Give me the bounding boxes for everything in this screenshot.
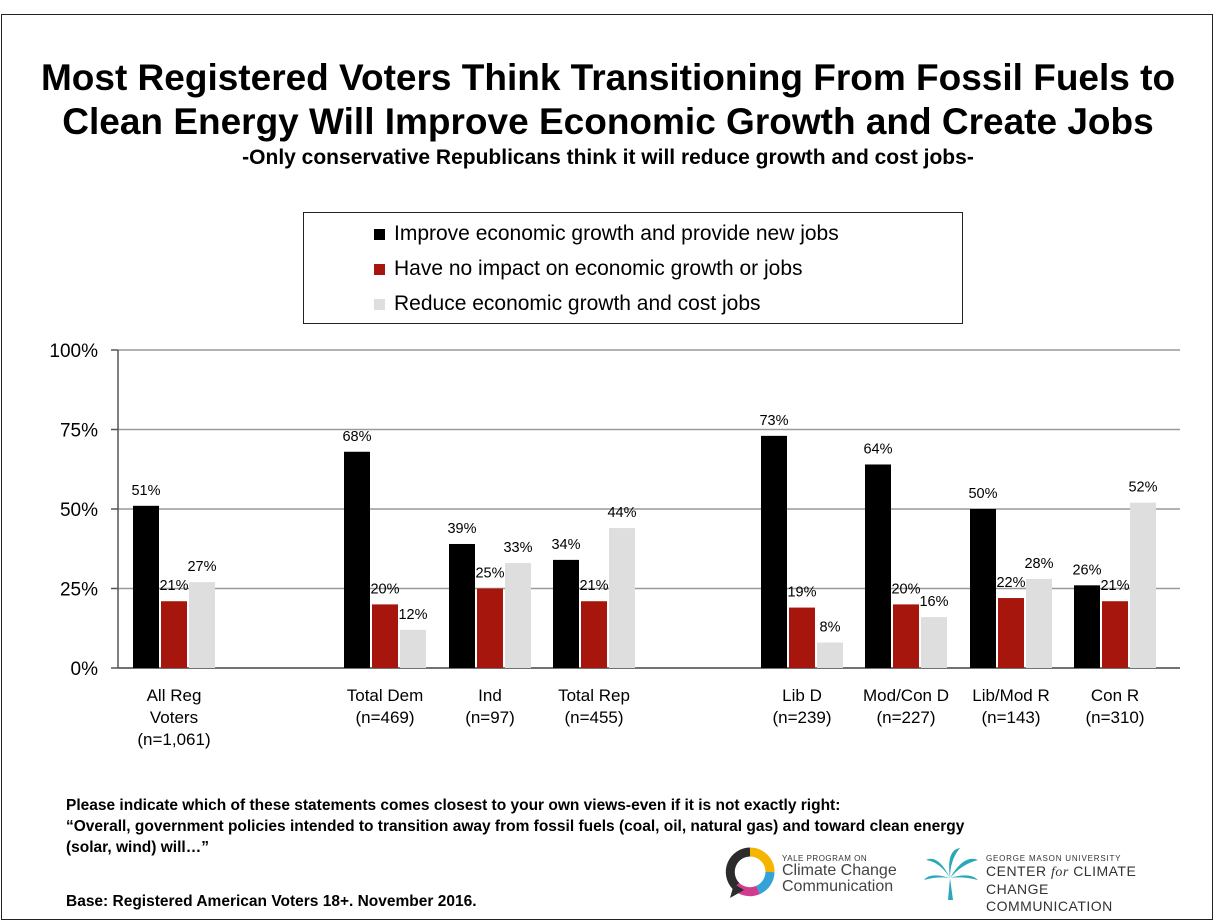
data-label: 73% (759, 413, 788, 429)
yale-logo-line-2: Communication (782, 879, 897, 895)
x-tick-label: Con R (1091, 686, 1139, 705)
bar (1102, 601, 1128, 668)
question-line-2: “Overall, government policies intended t… (66, 816, 1166, 837)
gmu-logo-line-1: CENTER for CLIMATE CHANGE (986, 863, 1200, 898)
bar (970, 509, 996, 668)
gmu-logo-small: GEORGE MASON UNIVERSITY (986, 854, 1200, 863)
y-tick-label: 100% (49, 341, 98, 362)
bar (789, 608, 815, 668)
data-label: 68% (342, 429, 371, 445)
bar (998, 598, 1024, 668)
x-tick-label: Total Rep (558, 686, 630, 705)
data-label: 39% (447, 521, 476, 537)
x-tick-label: Total Dem (347, 686, 424, 705)
data-label: 34% (551, 537, 580, 553)
x-tick-label: (n=143) (981, 708, 1040, 727)
x-tick-label: (n=97) (465, 708, 515, 727)
base-note: Base: Registered American Voters 18+. No… (66, 892, 477, 912)
gmu-logo-word-center: CENTER (986, 863, 1047, 879)
y-tick-label: 0% (71, 659, 99, 680)
data-label: 21% (159, 578, 188, 594)
bar (817, 643, 843, 668)
data-label: 33% (503, 540, 532, 556)
x-tick-label: Lib D (782, 686, 822, 705)
x-tick-label: (n=469) (355, 708, 414, 727)
bar (449, 544, 475, 668)
bar (133, 506, 159, 668)
data-label: 20% (370, 581, 399, 597)
question-line-1: Please indicate which of these statement… (66, 795, 1166, 816)
bar (372, 604, 398, 668)
bar (581, 601, 607, 668)
bar (189, 582, 215, 668)
gmu-logo-icon (920, 846, 980, 902)
data-label: 25% (475, 566, 504, 582)
data-label: 26% (1072, 562, 1101, 578)
x-tick-label: (n=1,061) (137, 730, 210, 749)
x-tick-label: Lib/Mod R (972, 686, 1049, 705)
y-tick-label: 25% (60, 580, 98, 601)
bar (865, 464, 891, 668)
data-label: 27% (187, 559, 216, 575)
bar (1026, 579, 1052, 668)
yale-logo-line-1: Climate Change (782, 863, 897, 879)
x-tick-label: (n=227) (876, 708, 935, 727)
bar (344, 452, 370, 668)
bar (161, 601, 187, 668)
x-tick-label: Voters (150, 708, 198, 727)
bar (1074, 585, 1100, 668)
bar (921, 617, 947, 668)
data-label: 28% (1024, 556, 1053, 572)
data-label: 64% (863, 441, 892, 457)
x-tick-label: (n=239) (772, 708, 831, 727)
data-label: 8% (820, 620, 841, 636)
gmu-logo: GEORGE MASON UNIVERSITY CENTER for CLIMA… (920, 846, 1200, 902)
data-label: 20% (891, 581, 920, 597)
bar (761, 436, 787, 668)
x-tick-label: Ind (478, 686, 502, 705)
data-label: 21% (1100, 578, 1129, 594)
data-label: 21% (579, 578, 608, 594)
data-label: 52% (1128, 480, 1157, 496)
data-label: 51% (131, 483, 160, 499)
x-tick-label: (n=455) (564, 708, 623, 727)
bar (400, 630, 426, 668)
x-tick-label: Mod/Con D (863, 686, 949, 705)
bar (477, 589, 503, 669)
bar (505, 563, 531, 668)
x-tick-label: All Reg (147, 686, 202, 705)
x-tick-label: (n=310) (1085, 708, 1144, 727)
bar (609, 528, 635, 668)
bar (893, 604, 919, 668)
bar (1130, 503, 1156, 668)
yale-logo: YALE PROGRAM ON Climate Change Communica… (722, 846, 922, 902)
y-tick-label: 75% (60, 421, 98, 442)
data-label: 16% (919, 594, 948, 610)
data-label: 50% (968, 486, 997, 502)
data-label: 22% (996, 575, 1025, 591)
gmu-logo-word-for: for (1051, 865, 1069, 880)
data-label: 12% (398, 607, 427, 623)
y-tick-label: 50% (60, 500, 98, 521)
yale-logo-icon (722, 846, 778, 902)
data-label: 44% (607, 505, 636, 521)
bar (553, 560, 579, 668)
gmu-logo-line-2: COMMUNICATION (986, 898, 1200, 915)
data-label: 19% (787, 585, 816, 601)
